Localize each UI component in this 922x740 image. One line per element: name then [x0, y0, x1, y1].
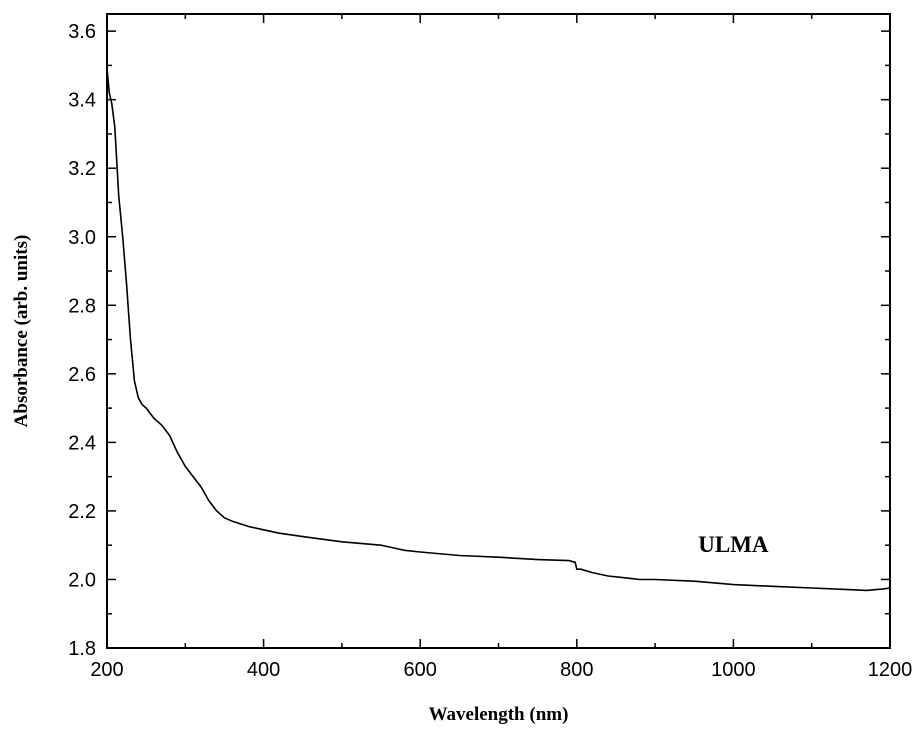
series-layer [106, 68, 891, 592]
plot-frame [106, 13, 891, 649]
series-annotation: ULMA [698, 532, 769, 557]
y-tick-label: 2.4 [68, 432, 96, 454]
y-axis-title: Absorbance (arb. units) [11, 235, 32, 428]
y-tick-label: 2.6 [68, 364, 96, 386]
y-tick-label: 2.0 [68, 569, 96, 591]
y-tick-label: 3.0 [68, 227, 96, 249]
tick-marks [106, 14, 891, 649]
x-tick-label: 1000 [711, 659, 756, 681]
y-tick-label: 3.6 [68, 21, 96, 43]
series-line [106, 68, 891, 592]
y-tick-label: 3.4 [68, 90, 96, 112]
y-tick-label: 2.8 [68, 295, 96, 317]
x-tick-label: 200 [90, 659, 123, 681]
y-tick-label: 1.8 [68, 638, 96, 660]
y-tick-label: 3.2 [68, 158, 96, 180]
tick-labels: 200 400 600 800 1000 1200 1.8 2.0 2.2 2.4 2.6 2.8 3.… [68, 21, 912, 681]
x-tick-label: 600 [404, 659, 437, 681]
x-axis-title: Wavelength (nm) [429, 704, 569, 725]
x-tick-label: 800 [560, 659, 593, 681]
x-tick-label: 400 [247, 659, 280, 681]
x-tick-label: 1200 [868, 659, 913, 681]
y-tick-label: 2.2 [68, 501, 96, 523]
